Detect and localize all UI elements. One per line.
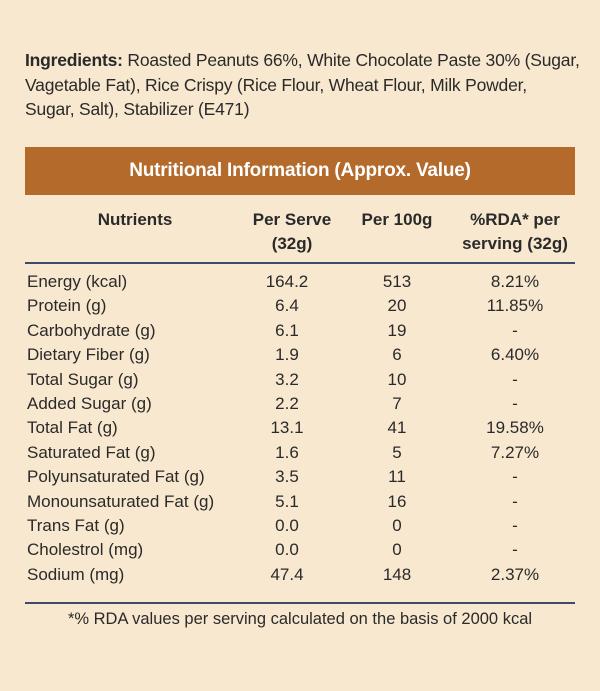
nutrient-name: Saturated Fat (g) — [27, 442, 156, 462]
nutrient-name: Energy (kcal) — [27, 272, 128, 291]
table-bottom-divider — [25, 602, 575, 604]
table-row: Cholestrol (mg) 0.0 0 - — [25, 538, 575, 562]
header-rda-line1: %RDA* per — [470, 210, 560, 229]
rda-value: - — [512, 491, 518, 511]
nutrient-name: Added Sugar (g) — [27, 393, 152, 413]
table-row: Sodium (mg) 47.4 148 2.37% — [25, 563, 575, 587]
nutrition-rows: Energy (kcal) 164.2 513 8.21% Protein (g) 6.4… — [25, 270, 575, 587]
per-100g-value: 0 — [392, 515, 402, 535]
rda-value: - — [512, 369, 518, 389]
nutrient-name: Protein (g) — [27, 296, 107, 316]
table-row: Carbohydrate (g) 6.1 19 - — [25, 319, 575, 343]
header-per-100g: Per 100g — [352, 208, 442, 232]
nutrient-name: Trans Fat (g) — [27, 515, 125, 535]
per-100g-value: 11 — [388, 467, 406, 487]
per-serve-value: 6.1 — [275, 320, 299, 340]
rda-value: 2.37% — [490, 564, 540, 584]
per-100g-value: 6 — [392, 345, 402, 365]
nutrient-name: Total Sugar (g) — [27, 369, 139, 389]
ingredients-text: Ingredients: Roasted Peanuts 66%, White … — [25, 48, 580, 122]
per-100g-value: 16 — [387, 491, 407, 511]
table-row: Protein (g) 6.4 20 11.85% — [25, 294, 575, 318]
header-nutrients: Nutrients — [80, 208, 190, 232]
per-100g-value: 7 — [392, 393, 402, 413]
rda-value: - — [512, 320, 518, 340]
nutrition-table-title: Nutritional Information (Approx. Value) — [25, 147, 575, 195]
table-row: Trans Fat (g) 0.0 0 - — [25, 514, 575, 538]
nutrient-name: Total Fat (g) — [27, 418, 118, 438]
rda-value: 11.85% — [486, 296, 544, 316]
per-serve-value: 0.0 — [275, 540, 299, 560]
nutrient-name: Dietary Fiber (g) — [27, 345, 150, 365]
header-per-serve: Per Serve (32g) — [242, 208, 342, 256]
header-nutrients-label: Nutrients — [97, 210, 173, 229]
table-row: Total Fat (g) 13.1 41 19.58% — [25, 416, 575, 440]
ingredients-label: Ingredients: — [25, 50, 123, 70]
per-serve-value: 164.2 — [265, 272, 309, 291]
rda-value: - — [512, 515, 518, 535]
table-row: Added Sugar (g) 2.2 7 - — [25, 392, 575, 416]
nutrient-name: Monounsaturated Fat (g) — [27, 491, 215, 511]
nutrient-name: Carbohydrate (g) — [27, 320, 156, 340]
per-100g-value: 41 — [387, 418, 407, 438]
per-serve-value: 1.6 — [275, 442, 299, 462]
header-divider — [25, 262, 575, 264]
per-serve-value: 3.5 — [275, 467, 299, 487]
table-row: Monounsaturated Fat (g) 5.1 16 - — [25, 490, 575, 514]
per-serve-value: 0.0 — [275, 515, 299, 535]
per-100g-value: 148 — [382, 564, 412, 584]
rda-value: 7.27% — [490, 442, 540, 462]
nutrient-name: Sodium (mg) — [27, 564, 125, 584]
per-100g-value: 19 — [387, 320, 407, 340]
rda-value: - — [512, 540, 518, 560]
per-serve-value: 6.4 — [275, 296, 299, 316]
nutrient-name: Polyunsaturated Fat (g) — [27, 467, 205, 487]
per-serve-value: 47.4 — [270, 564, 304, 584]
per-100g-value: 10 — [387, 369, 407, 389]
table-row: Energy (kcal) 164.2 513 8.21% — [25, 270, 575, 294]
per-serve-value: 2.2 — [275, 393, 299, 413]
ingredients-list: Roasted Peanuts 66%, White Chocolate Pas… — [25, 50, 580, 119]
table-row: Dietary Fiber (g) 1.9 6 6.40% — [25, 343, 575, 367]
per-100g-value: 0 — [392, 540, 402, 560]
header-per-100g-label: Per 100g — [361, 210, 433, 229]
table-row: Polyunsaturated Fat (g) 3.5 11 - — [25, 465, 575, 489]
rda-footnote: *% RDA values per serving calculated on … — [67, 610, 533, 628]
table-row: Saturated Fat (g) 1.6 5 7.27% — [25, 441, 575, 465]
header-rda-line2: serving (32g) — [462, 234, 568, 253]
per-100g-value: 20 — [387, 296, 407, 316]
rda-value: 19.58% — [486, 418, 544, 438]
per-serve-value: 5.1 — [275, 491, 299, 511]
header-per-serve-line2: (32g) — [271, 234, 313, 253]
header-rda: %RDA* per serving (32g) — [450, 208, 580, 256]
per-100g-value: 5 — [392, 442, 402, 462]
rda-value: 6.40% — [490, 345, 540, 365]
per-serve-value: 1.9 — [275, 345, 299, 365]
per-serve-value: 13.1 — [270, 418, 304, 438]
per-100g-value: 513 — [382, 272, 412, 291]
header-per-serve-line1: Per Serve — [252, 210, 332, 229]
rda-value: 8.21% — [490, 272, 540, 291]
per-serve-value: 3.2 — [275, 369, 299, 389]
rda-value: - — [512, 467, 518, 487]
table-row: Total Sugar (g) 3.2 10 - — [25, 368, 575, 392]
rda-value: - — [512, 393, 518, 413]
nutrient-name: Cholestrol (mg) — [27, 540, 144, 560]
